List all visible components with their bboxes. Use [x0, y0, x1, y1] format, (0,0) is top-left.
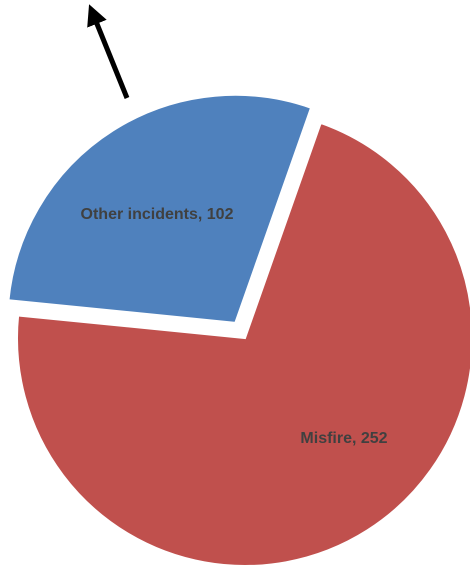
- pie-slices: [7, 93, 470, 567]
- pie-data-labels: Other incidents, 102 Misfire, 252: [81, 206, 388, 447]
- data-label-misfire: Misfire, 252: [300, 430, 387, 447]
- data-label-other-incidents: Other incidents, 102: [81, 206, 234, 223]
- pie-slice-misfire: [16, 121, 470, 567]
- annotation-arrow: [87, 4, 130, 99]
- pie-slice-other-incidents: [7, 93, 313, 324]
